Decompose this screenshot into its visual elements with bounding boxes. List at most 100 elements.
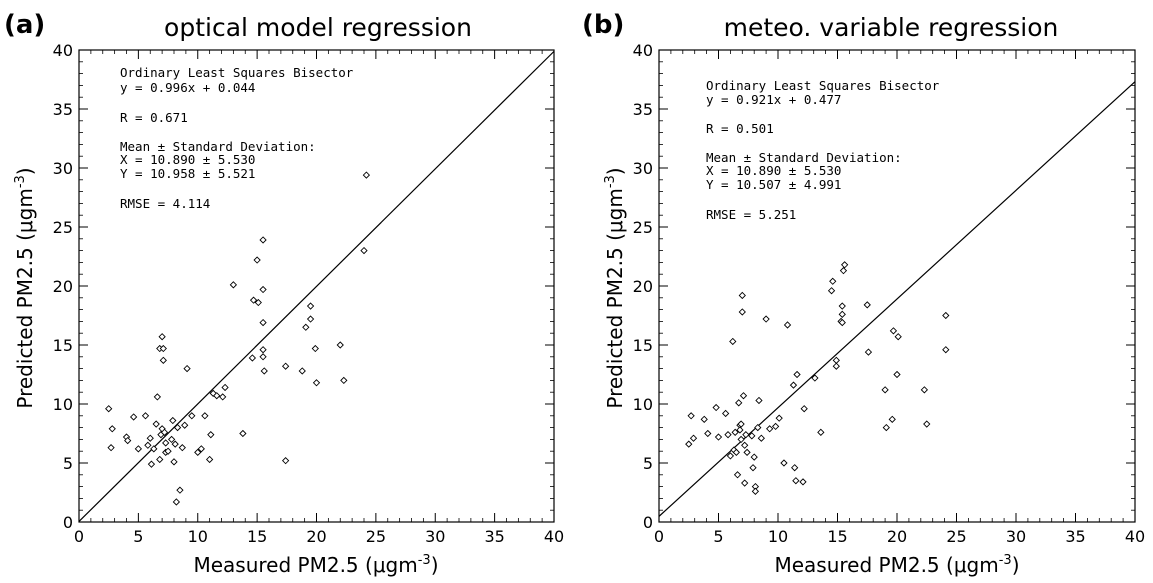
data-point: [751, 487, 760, 495]
data-point: [124, 436, 132, 445]
data-point: [249, 296, 258, 304]
y-tick-label: 0: [63, 513, 73, 532]
y-tick-label: 30: [53, 159, 73, 178]
data-point: [739, 392, 748, 400]
panel-a-y-axis-label: Predicted PM2.5 (μgm-3): [13, 167, 37, 408]
panel-b-annotation-y: Y = 10.507 ± 4.991: [706, 177, 841, 192]
x-tick-label: 15: [247, 527, 267, 546]
y-tick-label: 40: [53, 41, 73, 60]
data-point: [205, 455, 214, 464]
data-point: [780, 459, 788, 467]
data-point: [742, 431, 750, 439]
data-point: [735, 399, 743, 407]
data-point: [141, 412, 150, 420]
data-point: [178, 444, 186, 452]
y-tick-label: 5: [643, 454, 653, 473]
x-tick-label: 5: [713, 527, 723, 546]
data-point: [340, 376, 348, 385]
data-point: [150, 445, 158, 453]
data-point: [197, 445, 205, 453]
data-point: [259, 285, 267, 294]
x-tick-label: 20: [887, 527, 907, 546]
data-point: [147, 460, 156, 468]
panel-b-ticks: [658, 49, 1136, 523]
data-point: [312, 379, 321, 387]
data-point: [152, 420, 160, 428]
data-point: [838, 302, 846, 310]
data-point: [714, 433, 723, 441]
data-point: [181, 421, 189, 429]
x-tick-label: 40: [544, 527, 564, 546]
x-tick-label: 10: [768, 527, 788, 546]
y-tick-label: 30: [633, 159, 653, 178]
panel-a-annotation-method: Ordinary Least Squares Bisector: [120, 65, 354, 80]
data-point: [336, 341, 344, 349]
data-point: [799, 478, 807, 486]
panel-b-annotation-equation: y = 0.921x + 0.477: [706, 92, 841, 107]
data-point: [129, 413, 138, 421]
x-tick-label: 5: [133, 527, 143, 546]
data-point: [219, 393, 227, 401]
panel-a-annotation-mean-sd: Mean ± Standard Deviation:: [120, 139, 316, 154]
data-point: [748, 432, 756, 440]
data-point: [685, 440, 693, 448]
data-point: [171, 440, 179, 448]
data-point: [923, 420, 931, 428]
panel-a-annotation-y: Y = 10.958 ± 5.521: [120, 166, 255, 181]
data-point: [755, 396, 763, 405]
panel-a-ticks: [78, 49, 555, 523]
data-point: [302, 323, 310, 331]
data-point: [108, 425, 116, 433]
y-tick-label: 20: [53, 277, 73, 296]
data-point: [791, 464, 799, 472]
data-point: [188, 412, 196, 420]
data-point: [201, 412, 209, 420]
data-point: [737, 435, 745, 444]
panel-a: (a) optical model regression 00 5 5 10 10 15 1…: [4, 10, 564, 577]
data-point: [762, 315, 770, 323]
data-point: [172, 498, 181, 506]
data-point: [281, 362, 290, 370]
data-point: [741, 441, 749, 449]
data-point: [107, 444, 115, 452]
data-point: [311, 344, 319, 353]
panel-a-annotation-r: R = 0.671: [120, 110, 188, 125]
data-point: [162, 439, 170, 447]
data-point: [156, 455, 164, 464]
data-point: [689, 434, 698, 442]
panel-b-tick-labels: 00 5 5 10 10 15 15 20 20 25 25 30 30 35 35 40 40: [633, 41, 1146, 546]
x-tick-label: 30: [425, 527, 445, 546]
data-point: [737, 420, 745, 428]
panel-a-title: optical model regression: [164, 13, 472, 42]
data-point: [281, 457, 290, 465]
data-point: [817, 428, 825, 436]
x-tick-label: 10: [188, 527, 208, 546]
data-point: [259, 236, 267, 244]
panel-b-y-axis-label: Predicted PM2.5 (μgm-3): [603, 167, 627, 408]
panel-b-annotation-rmse: RMSE = 5.251: [706, 207, 796, 222]
panel-a-annotation-equation: y = 0.996x + 0.044: [120, 80, 255, 95]
data-point: [841, 261, 849, 269]
data-point: [827, 287, 836, 295]
data-point: [942, 346, 950, 354]
x-tick-label: 25: [366, 527, 386, 546]
data-point: [838, 318, 846, 327]
data-point: [229, 281, 238, 289]
x-tick-label: 0: [74, 527, 84, 546]
data-point: [894, 333, 902, 341]
data-point: [306, 315, 315, 323]
data-point: [159, 344, 167, 353]
data-point: [800, 405, 808, 413]
data-point: [105, 405, 113, 413]
data-point: [183, 364, 191, 373]
x-tick-label: 35: [484, 527, 504, 546]
y-tick-label: 25: [633, 218, 653, 237]
data-point: [164, 447, 172, 455]
data-point: [749, 464, 757, 472]
data-point: [687, 412, 695, 420]
y-tick-label: 15: [633, 336, 653, 355]
data-point: [743, 448, 751, 457]
data-point: [298, 367, 306, 375]
